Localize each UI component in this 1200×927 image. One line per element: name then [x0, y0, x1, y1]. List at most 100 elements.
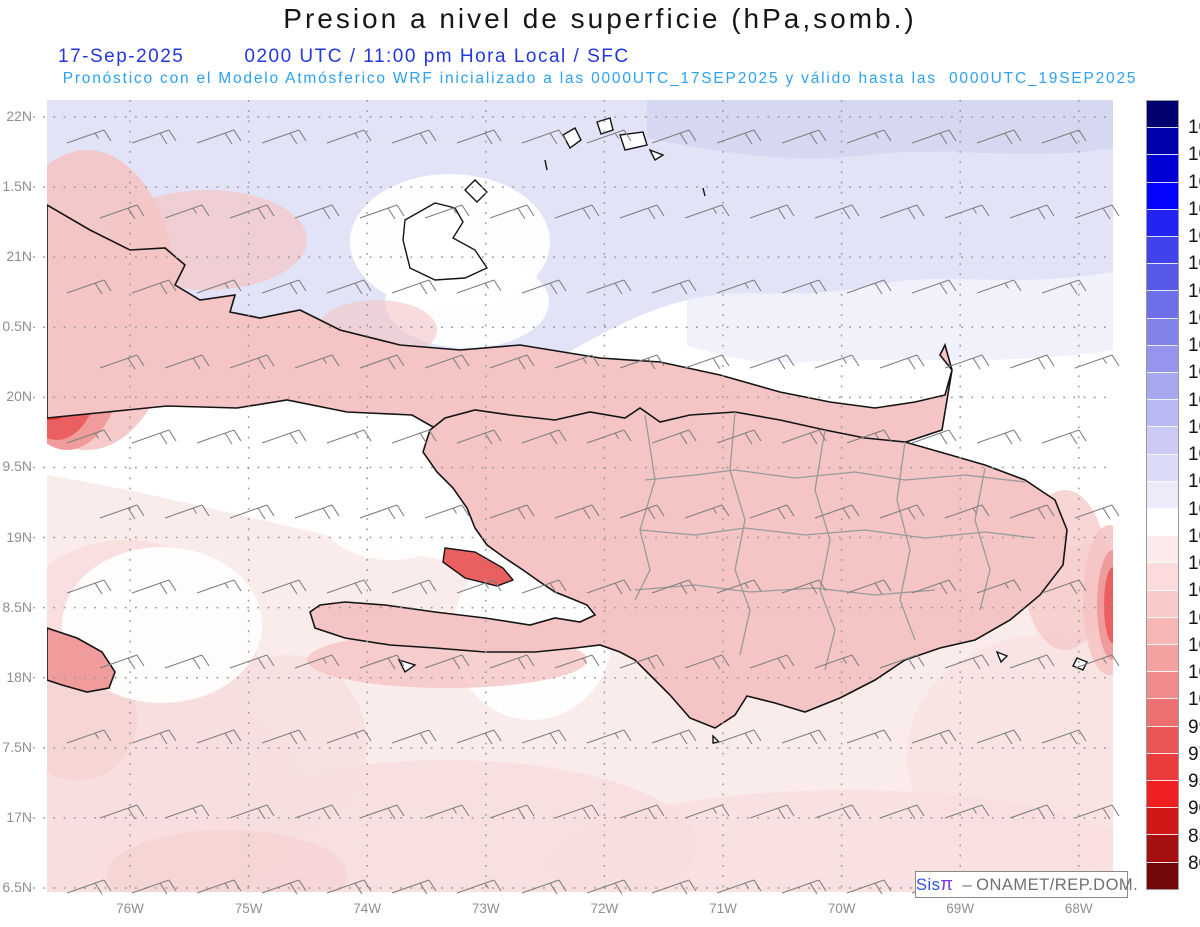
wind-barb-icon: [131, 129, 177, 145]
wind-barb-icon: [976, 129, 1022, 145]
colorbar-label: 1012: [1188, 525, 1200, 547]
wind-barb-icon: [99, 654, 145, 670]
colorbar-label: 1022: [1188, 280, 1200, 302]
colorbar-label: 1016: [1188, 416, 1200, 438]
wind-barb-icon: [976, 579, 1022, 594]
colorbar-label: 1017: [1188, 389, 1200, 411]
wind-barb-icon: [359, 804, 405, 820]
lon-label: 69W: [946, 901, 975, 916]
small-islands: [397, 117, 1088, 744]
wind-barb-icon: [781, 879, 827, 895]
pink-patch: [207, 655, 367, 835]
model-forecast-line: Pronóstico con el Modelo Atmósferico WRF…: [62, 70, 1138, 87]
colorbar-cell: [1147, 318, 1178, 346]
wind-barb-icon: [651, 429, 697, 445]
wind-barb-icon: [651, 579, 697, 595]
wind-barb-icon: [99, 204, 145, 220]
wind-barb-icon: [1009, 354, 1055, 370]
pink-patch: [907, 635, 1113, 875]
wind-barb-icon: [489, 654, 535, 670]
wind-barb-icon: [456, 279, 502, 294]
pressure-colorbar: [1146, 100, 1179, 890]
wind-barb-icon: [456, 429, 502, 445]
colorbar-cell: [1147, 101, 1178, 129]
wind-barb-icon: [424, 804, 470, 819]
wind-barb-icon: [716, 279, 762, 294]
wind-barb-icon: [261, 279, 307, 295]
wind-barb-icon: [1041, 579, 1087, 595]
wind-barb-icon: [1009, 504, 1055, 520]
lat-label: 7.5N: [2, 738, 32, 755]
wind-barb-icon: [749, 354, 795, 370]
wind-barb-icon: [196, 729, 242, 745]
credit-box: Sisπ – ONAMET/REP.DOM.: [915, 871, 1138, 898]
colorbar-cell: [1147, 291, 1178, 319]
lon-label: 71W: [709, 901, 737, 916]
credit-separator: –: [962, 876, 973, 894]
wind-barb-icon: [554, 654, 600, 669]
colorbar-label: 1020: [1188, 307, 1200, 329]
high-pressure-band-light: [687, 272, 1113, 363]
colorbar-label: 1050: [1188, 117, 1200, 139]
colorbar-cell: [1147, 237, 1178, 265]
pi-icon: π: [940, 874, 954, 894]
wind-barb-icon: [814, 804, 860, 820]
wind-barb-icon: [359, 654, 405, 670]
colorbar-cell: [1147, 264, 1178, 292]
wind-barb-icon: [716, 879, 762, 894]
colorbar-label: 1008: [1188, 580, 1200, 602]
wind-barb-icon: [164, 804, 210, 819]
colorbar-cell: [1147, 699, 1178, 727]
lon-label: 72W: [590, 901, 619, 916]
islet-tick: [702, 187, 706, 197]
wind-barb-icon: [456, 129, 502, 145]
credit-app-name: Sis: [916, 876, 941, 894]
wind-barb-icon: [749, 504, 795, 520]
wind-barb-icon: [196, 879, 242, 894]
caicos-island: [619, 131, 648, 151]
wind-barb-icon: [294, 504, 340, 520]
wind-barb-icon: [749, 654, 795, 670]
colorbar-label: 1018: [1188, 362, 1200, 384]
wind-barb-icon: [326, 879, 372, 895]
wind-barb-icon: [749, 204, 795, 220]
wind-barb-icon: [99, 504, 145, 520]
province-borders: [634, 411, 1036, 671]
wind-barb-icon: [1009, 654, 1055, 670]
wind-barb-icon: [131, 879, 177, 895]
wind-barb-icon: [261, 129, 307, 145]
wind-barb-icon: [391, 129, 437, 145]
colorbar-label: 1000: [1188, 689, 1200, 711]
wind-barb-icon: [586, 279, 632, 295]
wind-barb-icon: [164, 504, 210, 519]
wind-barb-icon: [261, 579, 307, 595]
wind-barb-icon: [521, 429, 567, 445]
lon-label: 68W: [1064, 901, 1093, 916]
wind-barb-icon: [131, 729, 177, 745]
wind-barb-icon: [229, 804, 275, 820]
wind-barb-icon: [196, 129, 242, 145]
wind-barb-icon: [554, 204, 600, 220]
colorbar-label: 1004: [1188, 634, 1200, 656]
wind-barb-icon: [521, 729, 567, 745]
wind-barb-icon: [489, 204, 535, 220]
wind-barb-icon: [489, 354, 535, 370]
wind-barb-icon: [651, 879, 697, 895]
lon-label: 74W: [353, 901, 382, 916]
wind-barb-icon: [294, 204, 340, 220]
wind-barb-icon: [456, 879, 502, 894]
colorbar-cell: [1147, 835, 1178, 863]
wind-barb-icon: [196, 429, 242, 445]
wind-barb-icon: [424, 504, 470, 519]
right-edge-red: [1083, 525, 1113, 675]
wind-barb-icon: [781, 579, 827, 595]
colorbar-label: 1019: [1188, 335, 1200, 357]
wind-barb-icon: [781, 429, 827, 445]
wind-barb-icon: [684, 204, 730, 219]
wind-barb-icon: [586, 579, 632, 595]
wind-barb-icon: [164, 204, 210, 219]
wind-barb-icon: [164, 354, 210, 370]
lat-label: 21N: [6, 248, 32, 265]
high-pressure-band-deep: [647, 100, 1113, 159]
wind-barb-icon: [391, 879, 437, 895]
